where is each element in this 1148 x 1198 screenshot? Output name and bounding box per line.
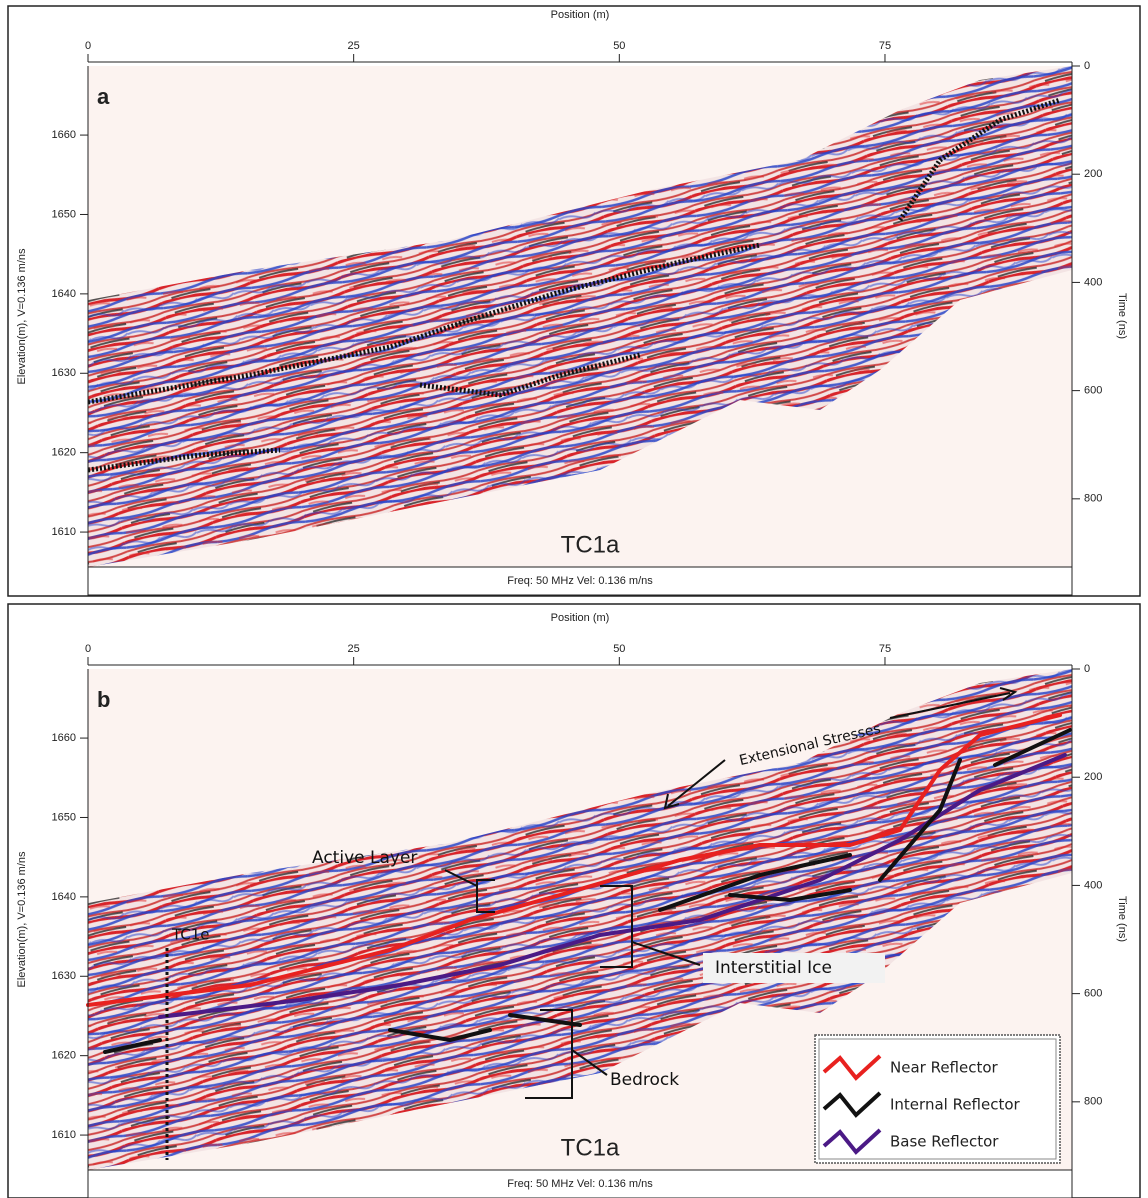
y-tick-label: 1650: [52, 208, 76, 220]
y-axis-title: Elevation(m), V=0.136 m/ns: [16, 851, 28, 988]
interpreted-reflectors: [86, 713, 1072, 1054]
section-label: TC1a: [561, 531, 620, 558]
x-tick-label: 75: [879, 40, 891, 52]
bracket: [525, 1009, 573, 1099]
reflector: [419, 352, 641, 398]
legend-swatch: [822, 1128, 882, 1155]
reflector: [87, 447, 281, 473]
y-tick-label: 1630: [52, 970, 76, 982]
legend: Near Reflector Internal Reflector Base Ref…: [814, 1034, 1061, 1164]
picked-reflectors: [87, 97, 1061, 473]
internal-reflector: [103, 728, 1072, 1054]
y2-tick-label: 800: [1084, 1096, 1102, 1108]
y2-axis-title: Time (ns): [1116, 293, 1128, 339]
footer: Freq: 50 MHz Vel: 0.136 m/ns: [507, 575, 653, 587]
x-tick-label: 25: [348, 40, 360, 52]
y-tick-label: 1640: [52, 891, 76, 903]
legend-label: Near Reflector: [890, 1059, 999, 1077]
arrow: [889, 687, 1018, 719]
footer-strip: [87, 566, 1073, 596]
y2-tick-label: 0: [1084, 663, 1090, 675]
y-axis-title: Elevation(m), V=0.136 m/ns: [16, 248, 28, 385]
annotation: TC1e: [171, 926, 210, 944]
y2-tick-label: 600: [1084, 385, 1102, 397]
arrow: [663, 759, 726, 810]
y-tick-label: 1660: [52, 129, 76, 141]
legend-label: Base Reflector: [890, 1133, 999, 1151]
bracket: [600, 885, 633, 968]
annotation: Active Layer: [312, 848, 417, 868]
x-tick-label: 0: [85, 643, 91, 655]
legend-label: Internal Reflector: [890, 1096, 1021, 1114]
x-tick-label: 50: [613, 643, 625, 655]
legend-swatch: [822, 1091, 882, 1118]
reflector: [897, 97, 1061, 222]
y2-tick-label: 800: [1084, 493, 1102, 505]
x-axis-title: Position (m): [551, 9, 610, 21]
y2-tick-label: 400: [1084, 276, 1102, 288]
y2-tick-label: 400: [1084, 879, 1102, 891]
base-reflector: [158, 753, 1067, 1019]
section-label: TC1a: [561, 1134, 620, 1161]
panel-label: a: [97, 84, 110, 109]
legend-box: [814, 1034, 1061, 1164]
footer: Freq: 50 MHz Vel: 0.136 m/ns: [507, 1178, 653, 1190]
bracket: [476, 879, 495, 913]
y-tick-label: 1660: [52, 732, 76, 744]
leader: [571, 1049, 608, 1076]
x-tick-label: 25: [348, 643, 360, 655]
y-tick-label: 1610: [52, 526, 76, 538]
annotation: Interstitial Ice: [715, 958, 832, 978]
y-tick-label: 1620: [52, 447, 76, 459]
leader: [631, 941, 701, 966]
y-tick-label: 1610: [52, 1129, 76, 1141]
near-reflector: [86, 713, 1062, 1007]
x-tick-label: 75: [879, 643, 891, 655]
panel-a: Position (m) Freq: 50 MHz Vel: 0.136 m/ns…: [7, 5, 1141, 597]
y2-tick-label: 600: [1084, 988, 1102, 1000]
panel-label: b: [97, 687, 110, 712]
legend-swatch: [822, 1054, 882, 1081]
label-background: [703, 953, 885, 983]
reflector: [87, 242, 761, 405]
x-axis-title: Position (m): [551, 612, 610, 624]
y-tick-label: 1630: [52, 367, 76, 379]
y2-tick-label: 0: [1084, 60, 1090, 72]
leader: [444, 869, 478, 887]
annotation: Bedrock: [610, 1070, 679, 1090]
y2-tick-label: 200: [1084, 771, 1102, 783]
x-tick-label: 0: [85, 40, 91, 52]
y2-axis-title: Time (ns): [1116, 896, 1128, 942]
y-tick-label: 1620: [52, 1050, 76, 1062]
footer-strip: [87, 1169, 1073, 1198]
y-tick-label: 1640: [52, 288, 76, 300]
legend-inner: [818, 1038, 1057, 1160]
y2-tick-label: 200: [1084, 168, 1102, 180]
panel-b: Extensional Stresses Active Layer Inters…: [7, 603, 1141, 1198]
x-tick-label: 50: [613, 40, 625, 52]
y-tick-label: 1650: [52, 811, 76, 823]
annotation-marks: [165, 687, 1018, 1160]
